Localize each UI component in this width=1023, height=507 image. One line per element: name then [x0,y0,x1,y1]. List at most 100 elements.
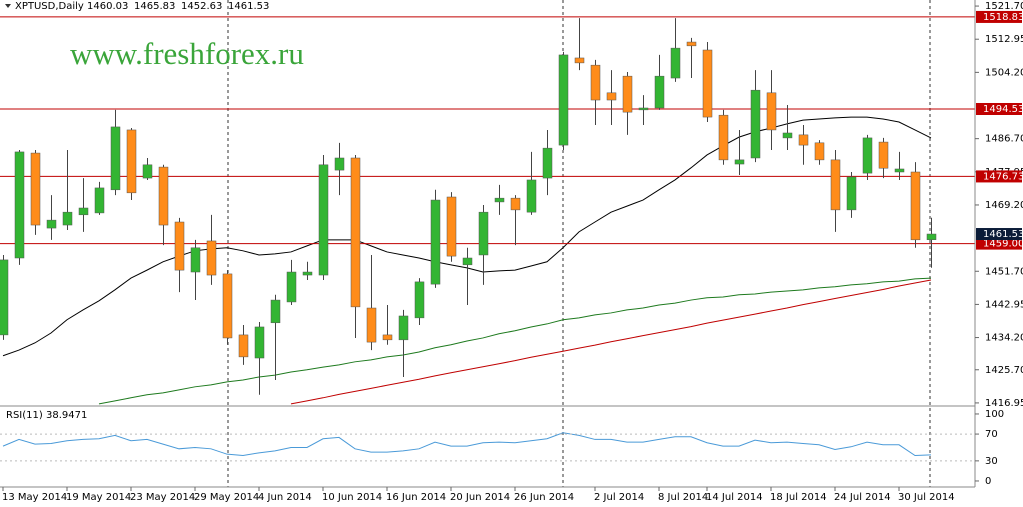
candle-body [78,207,89,216]
x-tick-label: 18 Jul 2014 [770,492,827,503]
x-tick-label: 20 Jun 2014 [450,492,510,503]
candle-body [286,271,297,303]
candle-body [718,114,729,161]
indicator-line [98,277,932,405]
level-label: 1518.83 [983,12,1023,23]
candle-body [414,281,425,319]
candle-body [494,197,505,203]
rsi-value: 38.9471 [46,410,87,421]
candle-body [270,299,281,324]
candle-body [30,152,41,226]
y-tick-label: 1504.20 [985,67,1023,78]
candle-body [862,137,873,174]
candle-body [686,41,697,47]
x-tick-label: 8 Jul 2014 [658,492,708,503]
candle-body [782,132,793,139]
candle-body [542,147,553,179]
candle-body [910,171,921,241]
candle-body [62,211,73,226]
candle-body [142,164,153,179]
candle-body [638,107,649,111]
y-tick-label: 1416.95 [985,398,1023,409]
candle-body [734,159,745,165]
candle-body [750,89,761,159]
y-tick-label: 1486.70 [985,134,1023,145]
candle-body [702,49,713,118]
candle-body [318,164,329,276]
y-tick-label: 1442.95 [985,299,1023,310]
candle-body [174,221,185,271]
candle-body [190,247,201,273]
candle-body [398,315,409,341]
ohlc-low: 1452.63 [181,1,222,12]
level-label-box [976,170,1022,183]
candle-body [622,75,633,113]
menu-arrow [5,4,11,8]
y-tick-label: 1469.20 [985,200,1023,211]
candle-body [94,187,105,214]
level-label: 1494.53 [983,104,1023,115]
candle-body [238,334,249,358]
x-tick-label: 30 Jul 2014 [898,492,955,503]
level-label: 1459.00 [983,239,1023,250]
candle-body [430,199,441,285]
candle-body [0,259,9,336]
plot [0,16,975,457]
candle-body [302,271,313,276]
x-tick-label: 4 Jun 2014 [258,492,312,503]
candle-body [926,233,937,240]
x-tick-label: 23 May 2014 [130,492,195,503]
x-tick-label: 24 Jul 2014 [834,492,891,503]
level-label-box [976,10,1022,23]
x-tick-label: 13 May 2014 [2,492,67,503]
candle-body [382,334,393,341]
indicator-line [290,279,932,405]
candle-body [606,92,617,101]
candle-body [654,75,665,109]
ohlc-high: 1465.83 [134,1,175,12]
candle-body [14,151,25,259]
candle-body [350,157,361,308]
symbol: XPTUSD,Daily [15,1,84,12]
price-label-box [976,228,1022,241]
candle-body [878,141,889,169]
candle-body [158,166,169,226]
y-tick-label: 1434.20 [985,333,1023,344]
rsi-tick-label: 70 [985,429,998,440]
level-label-box [976,102,1022,115]
candle-body [254,326,265,359]
ohlc-open: 1460.03 [87,1,128,12]
candle-body [462,257,473,266]
x-tick-label: 19 May 2014 [66,492,131,503]
candle-body [46,219,57,229]
ohlc-close: 1461.53 [228,1,269,12]
y-tick-label: 1425.70 [985,365,1023,376]
x-tick-label: 10 Jun 2014 [322,492,382,503]
candle-body [814,142,825,161]
candle-body [446,196,457,257]
y-tick-label: 1451.70 [985,266,1023,277]
candle-body [590,64,601,101]
x-tick-label: 2 Jul 2014 [594,492,644,503]
candle-body [110,126,121,191]
candle-body [478,211,489,256]
candle-body [126,129,137,194]
rsi-tick-label: 30 [985,456,998,467]
candle-body [894,168,905,173]
candle-body [366,307,377,343]
candle-body [334,157,345,171]
x-tick-label: 14 Jul 2014 [706,492,763,503]
candle-body [206,240,217,276]
candle-body [510,197,521,211]
candle-body [766,92,777,131]
candle-body [670,47,681,79]
rsi-label: RSI(11) [6,410,43,421]
x-tick-label: 29 May 2014 [194,492,259,503]
candle-body [846,176,857,211]
rsi-tick-label: 100 [985,409,1004,420]
level-label-box [976,237,1022,250]
candle-body [830,159,841,211]
candle-body [574,57,585,64]
x-tick-label: 26 Jun 2014 [514,492,574,503]
